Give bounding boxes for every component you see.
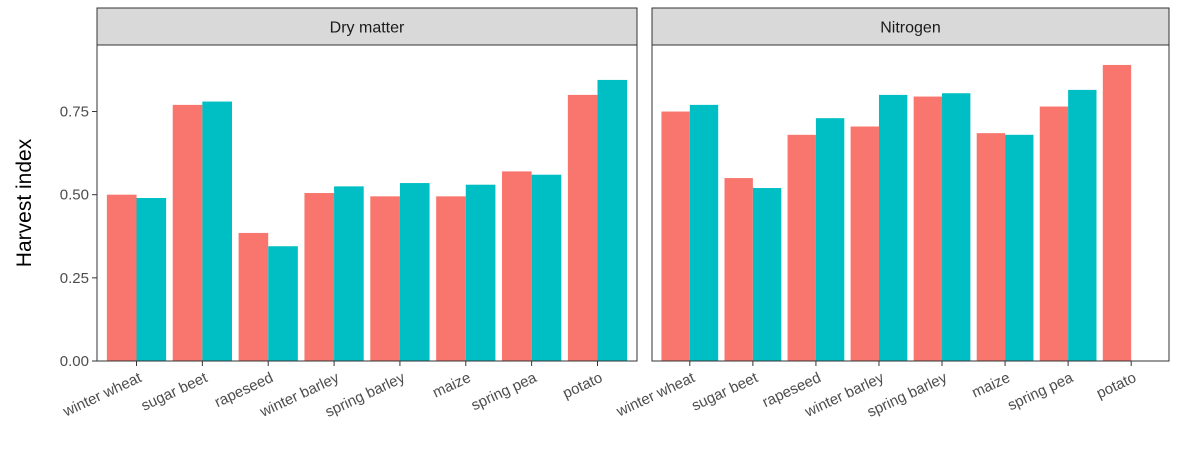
bar-spring-pea-series2	[1068, 89, 1097, 361]
bar-sugar-beet-series1	[724, 178, 753, 361]
x-tick-label: sugar beet	[689, 369, 761, 415]
bar-rapeseed-series2	[815, 118, 845, 361]
bar-potato-series2	[597, 79, 628, 361]
bar-rapeseed-series2	[268, 246, 298, 361]
bar-potato-series1	[1102, 64, 1132, 362]
y-tick-label: 0.50	[60, 187, 89, 204]
facet-strip-label: Nitrogen	[880, 20, 940, 37]
bar-spring-pea-series1	[502, 171, 532, 361]
bar-rapeseed-series1	[787, 134, 816, 361]
bar-winter-barley-series2	[878, 94, 908, 361]
panel-border	[651, 44, 1170, 362]
bar-spring-barley-series2	[942, 93, 971, 362]
bar-spring-pea-series1	[1039, 106, 1069, 362]
facet-strip-label: Dry matter	[330, 20, 405, 37]
bar-winter-wheat-series1	[661, 111, 690, 362]
bar-rapeseed-series1	[238, 232, 269, 361]
y-tick-label: 0.25	[60, 270, 89, 287]
x-tick-label: winter wheat	[60, 369, 145, 421]
bar-sugar-beet-series1	[172, 104, 203, 361]
bar-winter-wheat-series2	[136, 198, 167, 361]
x-tick-label: spring pea	[1005, 369, 1076, 414]
facet-strip	[96, 7, 638, 46]
bar-maize-series1	[976, 133, 1006, 361]
bar-maize-series1	[436, 196, 466, 361]
x-tick-label: winter wheat	[613, 369, 698, 421]
y-tick-label: 0.00	[60, 353, 89, 370]
bar-spring-barley-series1	[370, 196, 400, 361]
bar-spring-barley-series1	[913, 96, 943, 361]
x-tick-label: maize	[969, 369, 1012, 401]
panel-border	[96, 44, 638, 362]
bar-winter-wheat-series1	[106, 194, 137, 361]
bar-winter-barley-series1	[304, 193, 335, 361]
x-tick-label: potato	[560, 369, 605, 402]
facet-strip	[651, 7, 1170, 46]
bar-winter-wheat-series2	[689, 104, 719, 361]
y-tick-label: 0.75	[60, 104, 89, 121]
bar-potato-series1	[567, 94, 598, 361]
bar-spring-pea-series2	[531, 174, 562, 361]
bar-spring-barley-series2	[399, 183, 430, 361]
x-tick-label: spring pea	[469, 369, 540, 414]
bar-maize-series2	[1005, 134, 1034, 361]
bar-maize-series2	[465, 184, 496, 361]
bar-winter-barley-series2	[334, 186, 364, 361]
x-tick-label: potato	[1094, 369, 1139, 402]
bar-winter-barley-series1	[850, 126, 879, 361]
x-tick-label: sugar beet	[139, 369, 211, 415]
y-axis-title: Harvest index	[13, 138, 36, 267]
x-tick-label: maize	[430, 369, 473, 401]
bar-sugar-beet-series2	[752, 188, 782, 361]
bar-sugar-beet-series2	[202, 101, 232, 362]
